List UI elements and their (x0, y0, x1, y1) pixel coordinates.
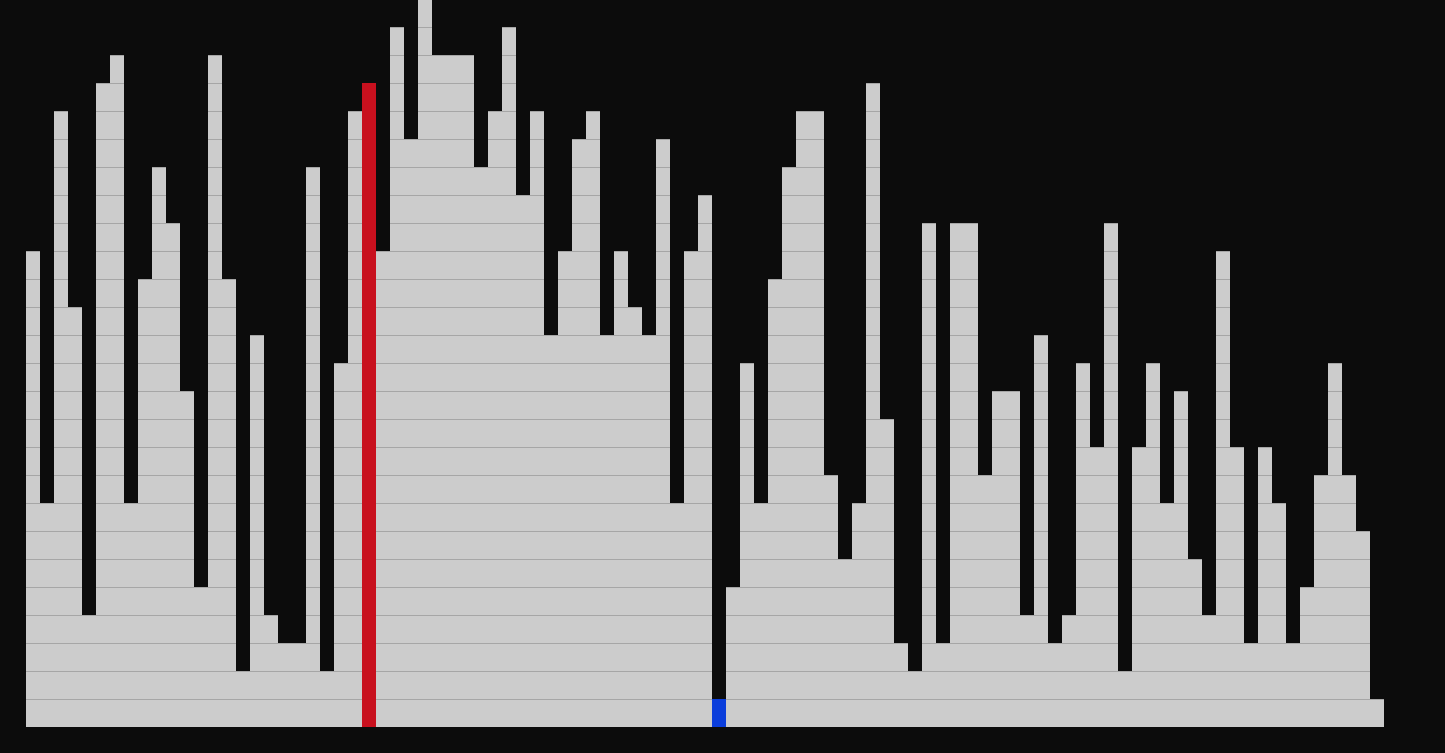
array-bar (908, 671, 922, 727)
array-bar (1286, 643, 1300, 727)
array-bar (684, 251, 698, 727)
array-bar (1006, 391, 1020, 727)
array-bar (1258, 447, 1272, 727)
array-bar (614, 251, 628, 727)
array-bar (320, 671, 334, 727)
array-bar (334, 363, 348, 727)
array-bar (740, 363, 754, 727)
array-bar (68, 307, 82, 727)
array-bar-active-blue (712, 699, 726, 727)
array-bar (1188, 559, 1202, 727)
array-bar (1146, 363, 1160, 727)
array-bar (600, 335, 614, 727)
array-bar (180, 391, 194, 727)
array-bar (1160, 503, 1174, 727)
array-bar (782, 167, 796, 727)
array-bar (1272, 503, 1286, 727)
array-bar (1132, 447, 1146, 727)
array-bar (460, 55, 474, 727)
array-bar (446, 55, 460, 727)
array-bar (250, 335, 264, 727)
array-bar (1230, 447, 1244, 727)
array-bar (236, 671, 250, 727)
array-bar (138, 279, 152, 727)
array-bar (1216, 251, 1230, 727)
array-bar (1076, 363, 1090, 727)
array-bar (628, 307, 642, 727)
array-bar (656, 139, 670, 727)
array-bar (166, 223, 180, 727)
array-bar (110, 55, 124, 727)
array-bar (208, 55, 222, 727)
array-bar (866, 83, 880, 727)
array-bar (1314, 475, 1328, 727)
array-bar (754, 503, 768, 727)
array-bar (936, 643, 950, 727)
array-bar (992, 391, 1006, 727)
array-bar (418, 0, 432, 727)
array-bar (894, 643, 908, 727)
array-bar (404, 139, 418, 727)
array-bar (572, 139, 586, 727)
array-bar (488, 111, 502, 727)
array-bar (1174, 391, 1188, 727)
array-bar (880, 419, 894, 727)
array-bar (278, 643, 292, 727)
array-bar (1118, 671, 1132, 727)
array-bar (502, 27, 516, 727)
array-bar (194, 587, 208, 727)
array-bar (292, 643, 306, 727)
array-bar (852, 503, 866, 727)
array-bar (838, 559, 852, 727)
array-bar (516, 195, 530, 727)
array-bar (544, 335, 558, 727)
array-bar (670, 503, 684, 727)
array-bar (642, 335, 656, 727)
array-bar (1062, 615, 1076, 727)
array-bar (376, 251, 390, 727)
array-bar (474, 167, 488, 727)
array-bar (1202, 615, 1216, 727)
array-bar (124, 503, 138, 727)
array-bar (1328, 363, 1342, 727)
array-bar (768, 279, 782, 727)
array-bar (1244, 643, 1258, 727)
array-bar (726, 587, 740, 727)
array-bar (950, 223, 964, 727)
array-bar (978, 475, 992, 727)
array-bar (1104, 223, 1118, 727)
array-bar (530, 111, 544, 727)
array-bar (306, 167, 320, 727)
array-bar (1300, 587, 1314, 727)
array-bar (824, 475, 838, 727)
array-bar (54, 111, 68, 727)
array-bar (1034, 335, 1048, 727)
array-bar (586, 111, 600, 727)
array-bar (82, 615, 96, 727)
array-bar (796, 111, 810, 727)
array-bar (264, 615, 278, 727)
array-bar (432, 55, 446, 727)
array-bar (26, 251, 40, 727)
array-bar (390, 27, 404, 727)
array-bar-active-red (362, 83, 376, 727)
array-bar (40, 503, 54, 727)
array-bar (964, 223, 978, 727)
array-bar (348, 111, 362, 727)
array-bar (558, 251, 572, 727)
array-bar (1342, 475, 1356, 727)
array-bar (1020, 615, 1034, 727)
array-bar (222, 279, 236, 727)
array-bar (922, 223, 936, 727)
array-bar (1370, 699, 1384, 727)
array-bar (698, 195, 712, 727)
array-bar (1090, 447, 1104, 727)
array-bar (810, 111, 824, 727)
array-bar (152, 167, 166, 727)
array-bar (1048, 643, 1062, 727)
array-bar (1356, 531, 1370, 727)
array-bar (96, 83, 110, 727)
